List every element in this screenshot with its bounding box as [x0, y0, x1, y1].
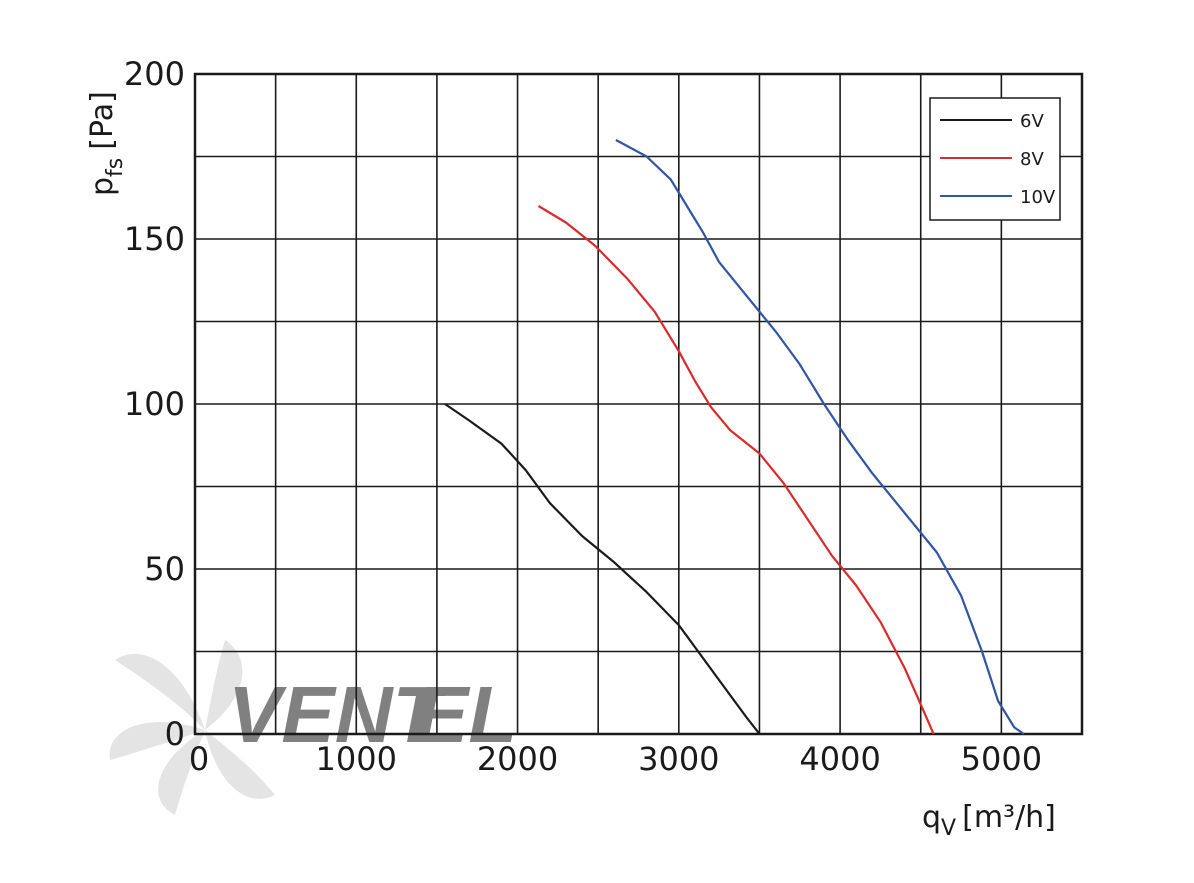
fan-icon: [109, 640, 275, 815]
x-tick-label: 1000: [316, 740, 397, 778]
series-line-8V: [537, 205, 935, 735]
legend-label-10V: 10V: [1020, 187, 1056, 208]
legend-label-6V: 6V: [1020, 111, 1044, 132]
watermark-text-main: VENT: [228, 670, 447, 759]
x-tick-label: 4000: [799, 740, 880, 778]
series-line-10V: [615, 139, 1025, 735]
series-line-6V: [444, 403, 761, 735]
y-axis-ticks: 0 50 100 150 200: [124, 55, 185, 753]
y-axis-label-sub: fs: [103, 158, 128, 177]
legend: 6V 8V 10V: [929, 97, 1061, 221]
y-tick-label: 150: [124, 220, 185, 258]
x-axis-ticks: 0 1000 2000 3000 4000 5000: [189, 740, 1042, 778]
watermark-text-accent: EL: [415, 670, 517, 759]
x-tick-label: 3000: [638, 740, 719, 778]
y-axis-label: pfs [Pa]: [85, 91, 128, 196]
plot-frame: [193, 72, 1084, 736]
y-tick-label: 200: [124, 55, 185, 93]
x-axis-label: qV [m³/h]: [922, 800, 1056, 841]
x-axis-label-sub: V: [941, 816, 956, 841]
legend-label-8V: 8V: [1020, 149, 1044, 170]
y-axis-label-main: p: [85, 177, 120, 196]
x-axis-label-main: q: [922, 800, 941, 835]
y-tick-label: 50: [144, 550, 185, 588]
x-tick-label: 2000: [477, 740, 558, 778]
x-tick-label: 0: [189, 740, 209, 778]
series-lines: [444, 139, 1025, 735]
y-tick-label: 100: [124, 385, 185, 423]
y-axis-label-unit: [Pa]: [85, 91, 120, 150]
x-axis-label-unit: [m³/h]: [962, 800, 1056, 835]
grid: [195, 74, 1082, 734]
watermark: VENT EL: [109, 640, 517, 815]
y-tick-label: 0: [165, 715, 185, 753]
x-tick-label: 5000: [961, 740, 1042, 778]
